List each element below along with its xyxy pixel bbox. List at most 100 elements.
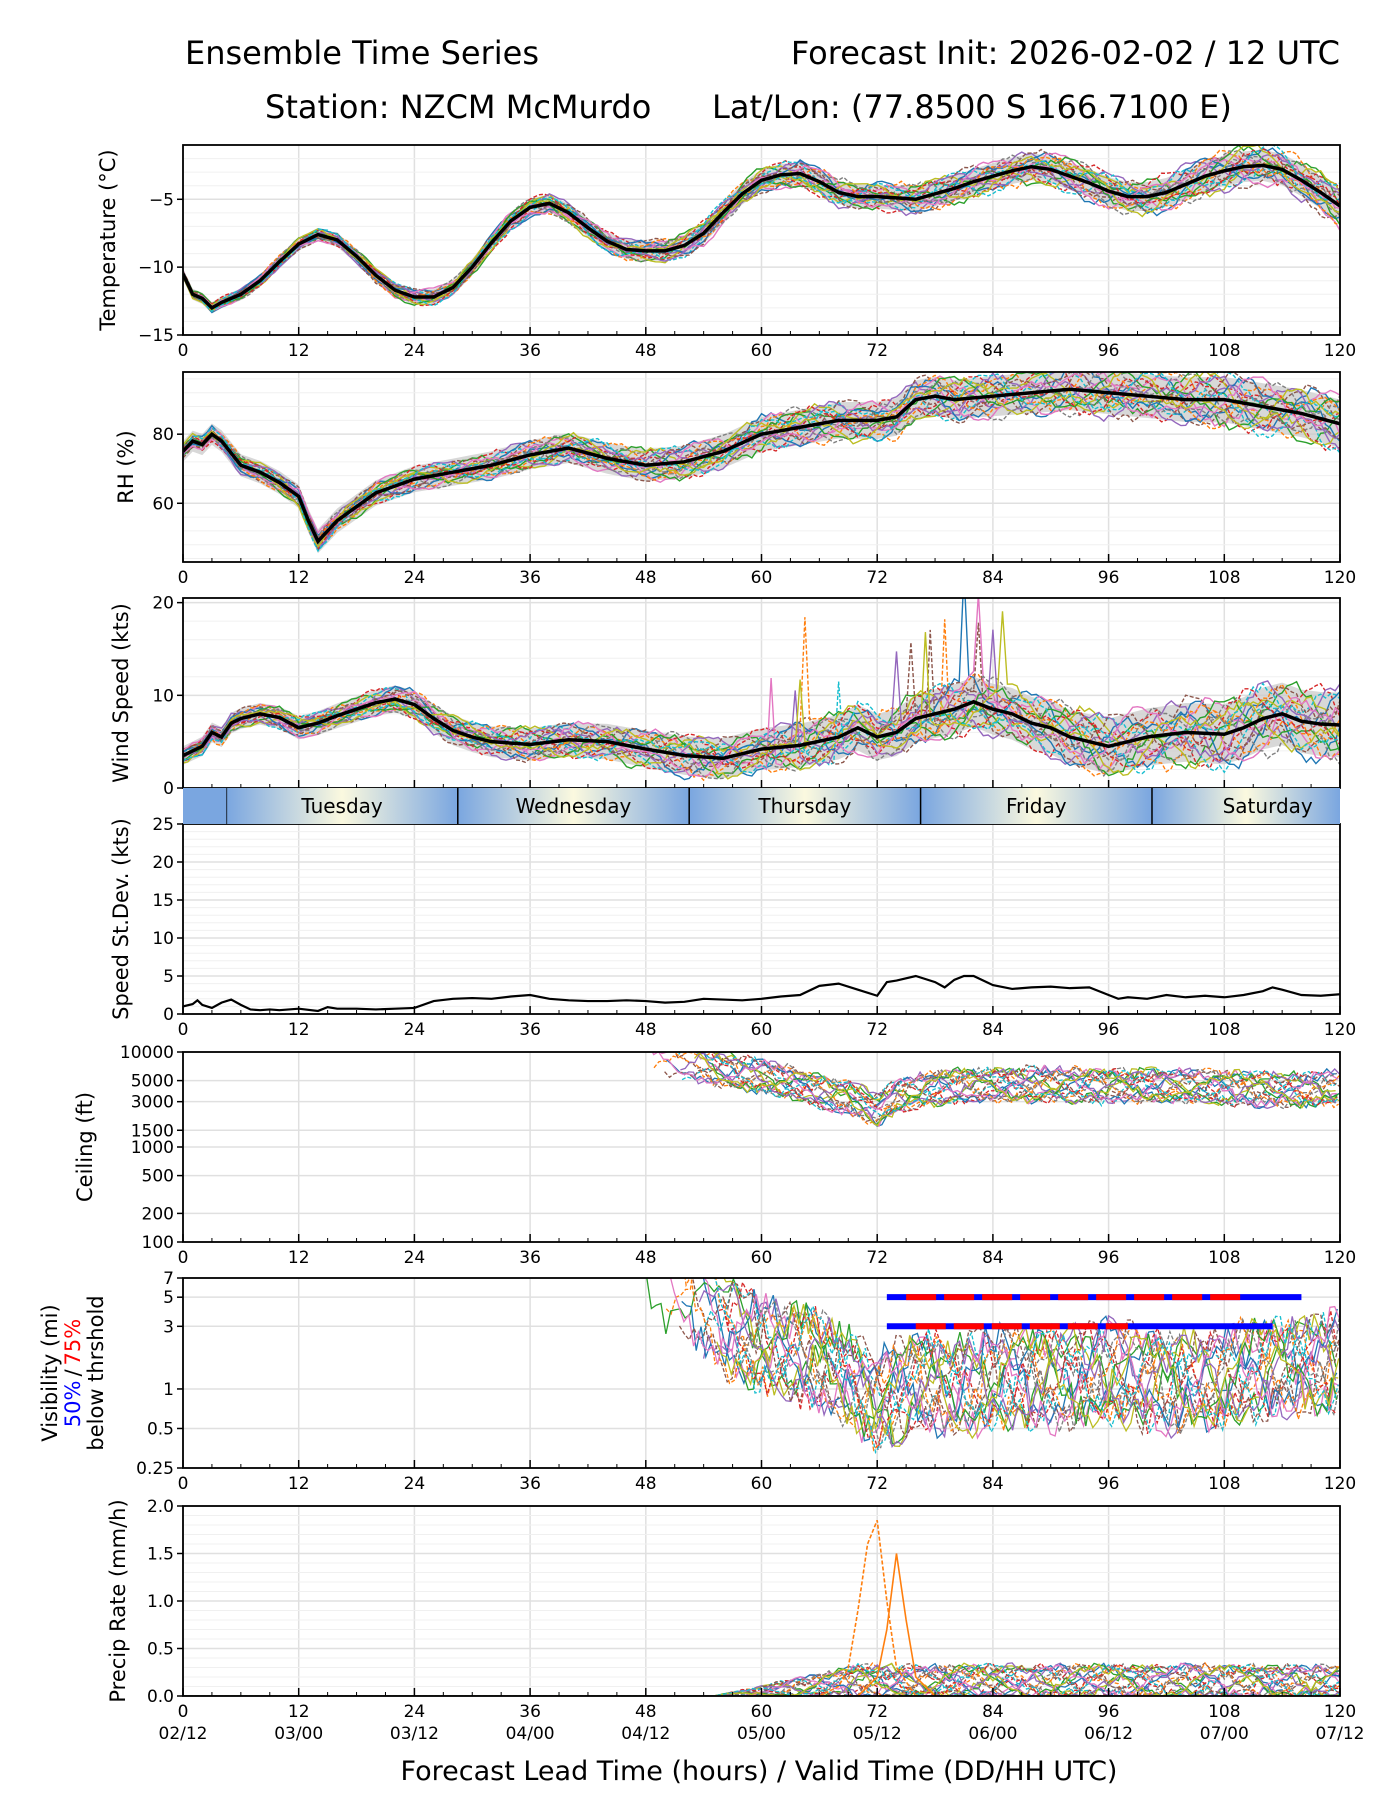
y-tick-label: 1.5 — [147, 1545, 174, 1565]
x-axis-label: Forecast Lead Time (hours) / Valid Time … — [401, 1756, 1118, 1787]
x-tick-label: 24 — [404, 1020, 426, 1040]
x-tick-label: 72 — [866, 568, 888, 588]
y-tick-label: 10 — [152, 929, 174, 949]
y-tick-label: 5 — [163, 1288, 174, 1308]
threshold-legend-label: 50% / 75% — [61, 1319, 85, 1427]
x-tick-label: 96 — [1098, 341, 1120, 361]
y-axis-label: RH (%) — [114, 430, 138, 503]
title-left: Ensemble Time Series — [185, 34, 539, 72]
title-right: Forecast Init: 2026-02-02 / 12 UTC — [791, 34, 1340, 72]
x-tick-label: 0 — [178, 1248, 189, 1268]
x-tick-label: 0 — [178, 341, 189, 361]
visibility-member-line — [716, 1303, 1340, 1440]
ensemble-member-line — [183, 149, 1340, 310]
visibility-member-line — [700, 1281, 1338, 1434]
x-tick-label: 48 — [635, 568, 657, 588]
ceiling-member-line — [664, 1055, 1340, 1111]
y-tick-label: −10 — [138, 258, 174, 278]
x-tick-label: 84 — [982, 341, 1004, 361]
ceiling-member-line — [694, 1052, 1336, 1127]
y-tick-label: 0.25 — [136, 1459, 174, 1479]
spread-band — [183, 372, 1340, 554]
panel-4: 0 5 10 15 20 25 0 12 24 36 48 60 72 84 96 108 120 Speed S… — [109, 788, 1356, 1040]
y-tick-label: 80 — [152, 425, 174, 445]
y-tick-label: 5 — [163, 967, 174, 987]
ceiling-member-line — [672, 1052, 1340, 1125]
y-tick-label: 1 — [163, 1380, 174, 1400]
x-valid-time-label: 05/12 — [853, 1724, 902, 1744]
visibility-member-line — [698, 1283, 1337, 1448]
y-tick-label: 20 — [152, 853, 174, 873]
ensemble-member-line — [183, 162, 1340, 307]
y-axis-label: Ceiling (ft) — [73, 1092, 97, 1202]
x-tick-label: 84 — [982, 1702, 1004, 1722]
x-tick-label: 120 — [1324, 568, 1356, 588]
y-tick-label: 60 — [152, 494, 174, 514]
day-label-saturday: Saturday — [1223, 794, 1313, 818]
x-tick-label: 108 — [1208, 1702, 1240, 1722]
y-tick-label: 3 — [163, 1317, 174, 1337]
x-tick-label: 48 — [635, 341, 657, 361]
x-tick-label: 24 — [404, 1474, 426, 1494]
precip-member-line — [183, 1661, 1340, 1696]
x-tick-label: 0 — [178, 1020, 189, 1040]
y-axis-label: Wind Speed (kts) — [109, 603, 133, 783]
x-tick-label: 60 — [751, 341, 773, 361]
y-tick-label: 1500 — [131, 1121, 174, 1141]
y-tick-label: 7 — [163, 1269, 174, 1289]
x-tick-label: 0 — [178, 1702, 189, 1722]
ensemble-member-line — [183, 682, 1340, 775]
y-tick-label: 0.5 — [147, 1419, 174, 1439]
x-tick-label: 84 — [982, 1020, 1004, 1040]
y-axis-label: Speed St.Dev. (kts) — [109, 818, 133, 1020]
x-tick-label: 96 — [1098, 1020, 1120, 1040]
ensemble-member-line — [183, 688, 1340, 769]
x-tick-label: 96 — [1098, 1702, 1120, 1722]
legend-slash: / — [61, 1369, 85, 1377]
x-tick-label: 12 — [288, 1702, 310, 1722]
ensemble-member-line — [183, 372, 1340, 553]
day-segment — [689, 788, 921, 824]
precip-member-line — [183, 1662, 1340, 1696]
day-segment-lead — [183, 788, 227, 824]
ensemble-member-line — [183, 611, 1340, 780]
x-tick-label: 96 — [1098, 568, 1120, 588]
x-tick-label: 60 — [751, 1248, 773, 1268]
y-axis-label: Visibility (mi) — [38, 1304, 62, 1441]
x-tick-label: 0 — [178, 568, 189, 588]
x-tick-label: 108 — [1208, 1474, 1240, 1494]
y-tick-label: 0 — [163, 1005, 174, 1025]
ceiling-member-line — [713, 1052, 1336, 1113]
y-tick-label: −5 — [149, 190, 174, 210]
ceiling-member-line — [651, 1052, 1339, 1116]
x-tick-label: 108 — [1208, 1020, 1240, 1040]
x-valid-time-label: 04/12 — [621, 1724, 670, 1744]
x-tick-label: 24 — [404, 341, 426, 361]
x-valid-time-label: 05/00 — [737, 1724, 786, 1744]
station-label: Station: NZCM McMurdo — [265, 88, 651, 126]
latlon-label: Lat/Lon: (77.8500 S 166.7100 E) — [712, 88, 1232, 126]
ensemble-member-line — [183, 145, 1340, 312]
x-valid-time-label: 02/12 — [159, 1724, 208, 1744]
x-tick-label: 72 — [866, 1020, 888, 1040]
y-tick-label: 1.0 — [147, 1592, 174, 1612]
x-tick-label: 120 — [1324, 1020, 1356, 1040]
ensemble-mean-line — [183, 163, 1340, 311]
ensemble-member-line — [183, 372, 1340, 545]
x-tick-label: 24 — [404, 568, 426, 588]
panel-2: 60 80 0 12 24 36 48 60 72 84 96 108 120 RH (%) — [114, 371, 1356, 588]
y-tick-label: 100 — [142, 1233, 174, 1253]
day-segment — [457, 788, 690, 824]
x-tick-label: 48 — [635, 1248, 657, 1268]
ensemble-mean-line — [183, 697, 1340, 761]
visibility-member-line — [669, 1278, 1340, 1438]
y-tick-label: 3000 — [131, 1093, 174, 1113]
y-tick-label: 500 — [142, 1167, 174, 1187]
precip-member-line — [183, 1663, 1340, 1696]
y-tick-label: 0 — [163, 779, 174, 799]
x-valid-time-label: 06/12 — [1084, 1724, 1133, 1744]
plot-area — [183, 598, 1340, 782]
x-tick-label: 0 — [178, 1474, 189, 1494]
ceiling-member-line — [697, 1052, 1340, 1109]
